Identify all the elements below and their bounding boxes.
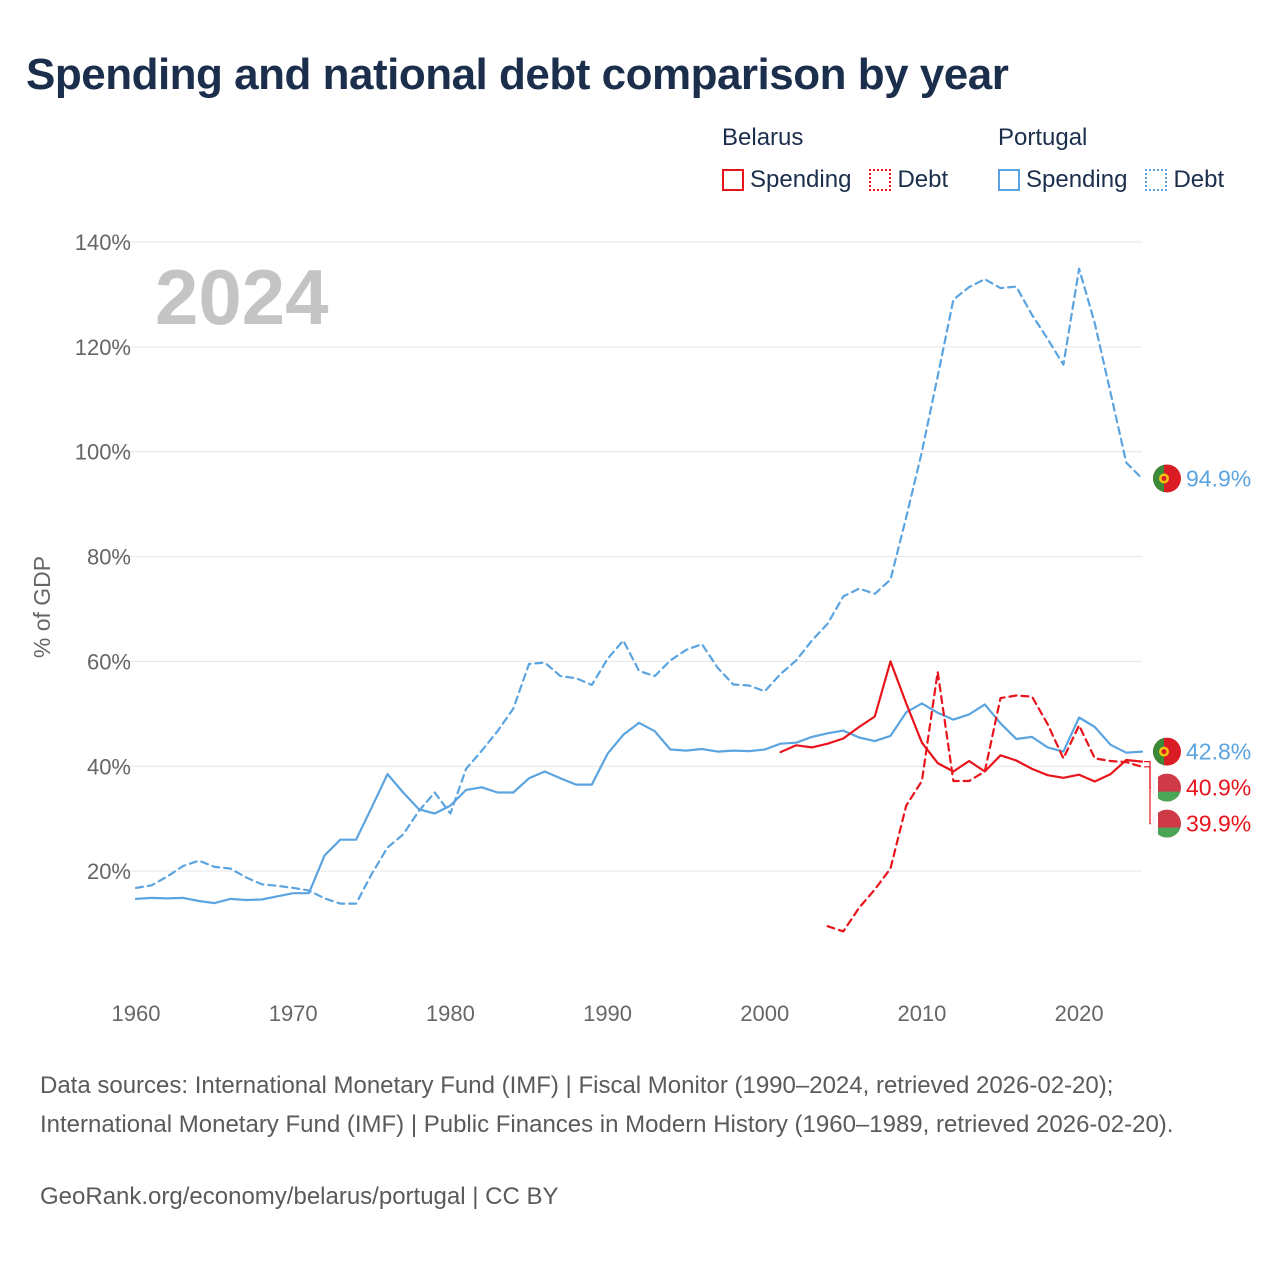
- source-note: Data sources: International Monetary Fun…: [40, 1072, 1174, 1138]
- legend-item-label: Debt: [1173, 166, 1225, 193]
- end-value-label: 39.9%: [1186, 811, 1251, 837]
- legend-item-label: Debt: [897, 166, 949, 193]
- series-line-belarus-spending[interactable]: [779, 660, 1144, 783]
- y-axis-label: % of GDP: [29, 556, 55, 658]
- y-tick-label: 140%: [75, 230, 131, 255]
- end-value-label: 40.9%: [1186, 775, 1251, 801]
- grid-lines: [112, 241, 1142, 872]
- y-tick-label: 40%: [87, 754, 131, 779]
- legend-country-label: Belarus: [722, 124, 804, 151]
- chart-title: Spending and national debt comparison by…: [26, 50, 1009, 99]
- legend-item-label: Spending: [1026, 166, 1128, 193]
- x-tick-label: 1970: [269, 1001, 318, 1026]
- legend-item-belarus-spending[interactable]: Spending: [722, 166, 851, 194]
- y-tick-label: 80%: [87, 545, 131, 570]
- y-tick-label: 100%: [75, 440, 131, 465]
- legend-swatch-dotted: [869, 169, 892, 191]
- end-label-connector: [1144, 766, 1151, 825]
- series-line-belarus-debt[interactable]: [826, 670, 1144, 933]
- legend-country-label: Portugal: [998, 124, 1088, 151]
- flag-portugal-icon: [1153, 464, 1181, 493]
- flag-portugal-icon: [1153, 737, 1181, 766]
- series-lines: [134, 267, 1144, 933]
- y-tick-label: 20%: [87, 859, 131, 884]
- series-line-portugal-debt[interactable]: [134, 267, 1144, 905]
- y-tick-label: 120%: [75, 335, 131, 360]
- line-chart: 2024 % of GDP 20% 40% 60% 80% 100% 120% 140% 19…: [29, 230, 1251, 1026]
- flag-belarus-icon: [1153, 809, 1181, 838]
- end-value-label: 42.8%: [1186, 739, 1251, 765]
- legend-swatch-solid: [722, 169, 744, 191]
- legend-swatch-dotted: [1145, 169, 1168, 191]
- year-watermark: 2024: [155, 253, 329, 341]
- legend-item-belarus-debt[interactable]: Debt: [869, 166, 948, 194]
- legend-item-portugal-debt[interactable]: Debt: [1145, 166, 1224, 194]
- axis-ticks: 20% 40% 60% 80% 100% 120% 140% 1960 1970 1980 1990…: [75, 230, 1104, 1026]
- legend-group-portugal: Portugal Spending Debt: [998, 124, 1242, 194]
- flag-belarus-icon: [1153, 773, 1181, 802]
- series-line-portugal-spending[interactable]: [134, 702, 1144, 905]
- x-tick-label: 2000: [740, 1001, 789, 1026]
- legend-swatch-solid: [998, 169, 1020, 191]
- credit-link[interactable]: GeoRank.org/economy/belarus/portugal | C…: [40, 1183, 559, 1210]
- x-tick-label: 1990: [583, 1001, 632, 1026]
- end-value-label: 94.9%: [1186, 465, 1251, 491]
- end-labels: 94.9% 42.8% 40.9% 39.9%: [1144, 464, 1251, 838]
- x-tick-label: 1960: [112, 1001, 161, 1026]
- x-tick-label: 2010: [897, 1001, 946, 1026]
- x-tick-label: 2020: [1055, 1001, 1104, 1026]
- legend-item-label: Spending: [750, 166, 852, 193]
- x-tick-label: 1980: [426, 1001, 475, 1026]
- legend-group-belarus: Belarus Spending Debt: [722, 124, 966, 194]
- legend-item-portugal-spending[interactable]: Spending: [998, 166, 1127, 194]
- y-tick-label: 60%: [87, 649, 131, 674]
